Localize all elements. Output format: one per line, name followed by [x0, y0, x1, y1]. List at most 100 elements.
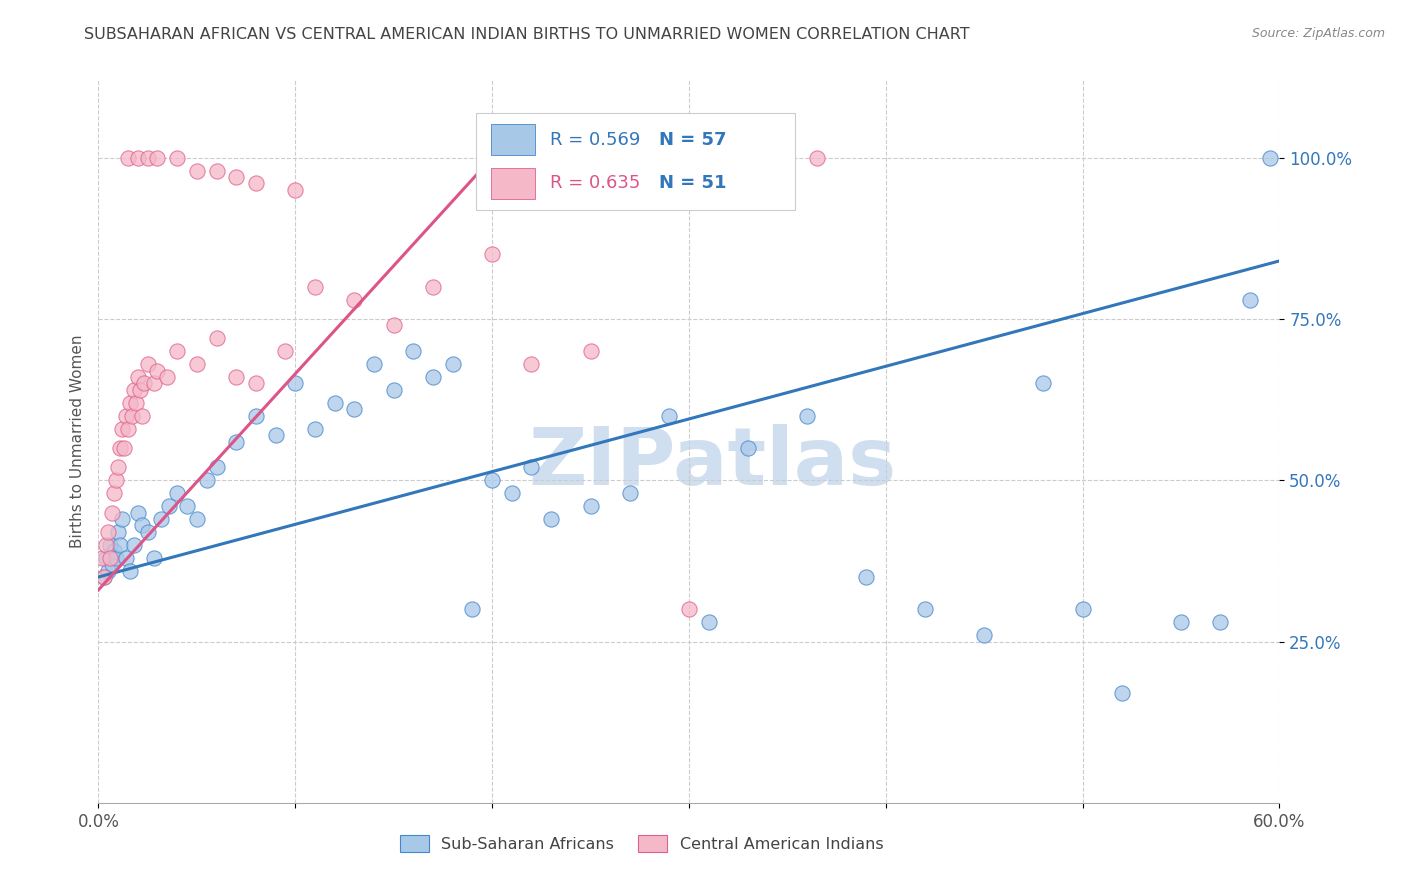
- Point: [619, 486, 641, 500]
- Point: [678, 602, 700, 616]
- Text: N = 57: N = 57: [659, 130, 727, 149]
- Point: [205, 163, 228, 178]
- Point: [1209, 615, 1232, 630]
- Point: [105, 550, 128, 565]
- Text: ZIPatlas: ZIPatlas: [529, 425, 897, 502]
- Point: [107, 460, 129, 475]
- Point: [245, 376, 267, 391]
- Y-axis label: Births to Unmarried Women: Births to Unmarried Women: [69, 334, 84, 549]
- Point: [1239, 293, 1261, 307]
- Point: [128, 383, 150, 397]
- Point: [115, 550, 138, 565]
- Point: [304, 279, 326, 293]
- Point: [520, 460, 543, 475]
- Point: [441, 357, 464, 371]
- FancyBboxPatch shape: [491, 124, 536, 154]
- Point: [1258, 151, 1281, 165]
- Point: [146, 363, 169, 377]
- Point: [245, 409, 267, 423]
- Point: [225, 370, 247, 384]
- Point: [284, 183, 307, 197]
- Point: [125, 396, 148, 410]
- Point: [855, 570, 877, 584]
- Point: [131, 409, 153, 423]
- Point: [117, 422, 139, 436]
- Point: [98, 538, 121, 552]
- Point: [737, 441, 759, 455]
- Point: [205, 460, 228, 475]
- Point: [461, 602, 484, 616]
- Point: [1071, 602, 1094, 616]
- Point: [225, 434, 247, 449]
- Point: [142, 550, 165, 565]
- Point: [422, 370, 444, 384]
- Point: [363, 357, 385, 371]
- Point: [343, 402, 366, 417]
- Point: [142, 376, 165, 391]
- Point: [136, 151, 159, 165]
- Text: R = 0.569: R = 0.569: [550, 130, 640, 149]
- Point: [98, 550, 121, 565]
- Point: [108, 441, 131, 455]
- Point: [382, 318, 405, 333]
- Point: [117, 151, 139, 165]
- Text: Source: ZipAtlas.com: Source: ZipAtlas.com: [1251, 27, 1385, 40]
- Point: [195, 473, 218, 487]
- Point: [166, 344, 188, 359]
- Point: [304, 422, 326, 436]
- Point: [93, 570, 115, 584]
- Point: [343, 293, 366, 307]
- Point: [914, 602, 936, 616]
- Point: [108, 538, 131, 552]
- Point: [105, 473, 128, 487]
- Point: [118, 396, 141, 410]
- Point: [973, 628, 995, 642]
- Point: [136, 357, 159, 371]
- Point: [91, 550, 114, 565]
- Point: [1170, 615, 1192, 630]
- Point: [93, 570, 115, 584]
- Point: [274, 344, 297, 359]
- Point: [186, 357, 208, 371]
- Point: [157, 499, 180, 513]
- Point: [150, 512, 173, 526]
- Point: [136, 524, 159, 539]
- Point: [284, 376, 307, 391]
- Point: [96, 538, 118, 552]
- Point: [520, 357, 543, 371]
- Point: [118, 564, 141, 578]
- Point: [225, 169, 247, 184]
- Point: [579, 344, 602, 359]
- Point: [122, 383, 145, 397]
- Point: [101, 506, 124, 520]
- Point: [103, 486, 125, 500]
- Point: [264, 428, 287, 442]
- Point: [107, 524, 129, 539]
- Point: [579, 499, 602, 513]
- Point: [186, 163, 208, 178]
- Point: [481, 473, 503, 487]
- Point: [122, 538, 145, 552]
- Point: [501, 486, 523, 500]
- Point: [96, 550, 118, 565]
- Point: [156, 370, 179, 384]
- Point: [186, 512, 208, 526]
- Point: [796, 409, 818, 423]
- Point: [111, 512, 134, 526]
- Point: [1111, 686, 1133, 700]
- Point: [658, 409, 681, 423]
- Point: [112, 441, 135, 455]
- Point: [422, 279, 444, 293]
- Point: [97, 524, 120, 539]
- Point: [205, 331, 228, 345]
- Point: [176, 499, 198, 513]
- Point: [111, 422, 134, 436]
- Point: [382, 383, 405, 397]
- Point: [127, 370, 149, 384]
- Point: [806, 151, 828, 165]
- Legend: Sub-Saharan Africans, Central American Indians: Sub-Saharan Africans, Central American I…: [392, 827, 891, 860]
- Point: [146, 151, 169, 165]
- FancyBboxPatch shape: [491, 169, 536, 199]
- Point: [127, 506, 149, 520]
- Point: [481, 247, 503, 261]
